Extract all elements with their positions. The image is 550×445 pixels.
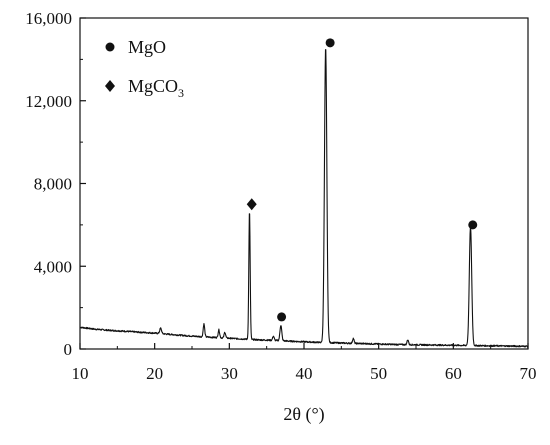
x-tick-label-40: 40: [296, 364, 313, 383]
markers-layer: [246, 38, 478, 322]
legend-entry-mgco3: MgCO3: [105, 76, 184, 100]
x-tick-label-50: 50: [370, 364, 387, 383]
diamond-marker-icon: [105, 80, 115, 92]
y-tick-label-8,000: 8,000: [34, 175, 72, 194]
x-tick-label-10: 10: [72, 364, 89, 383]
plot-frame: [79, 17, 529, 350]
peak-marker-mgo-43.5: [325, 38, 335, 48]
legend-label-mgco3-main: MgCO: [128, 76, 178, 96]
y-tick-label-0: 0: [64, 340, 73, 359]
pattern-layer: [79, 49, 529, 348]
legend-label-mgco3: MgCO3: [128, 76, 184, 100]
ticks-layer: 10 20 30 40 50 60 70 0 4,000 8,000 12,000 16,000: [25, 9, 536, 383]
x-tick-label-60: 60: [445, 364, 462, 383]
peak-marker-mgo-62.6: [468, 220, 478, 230]
x-axis-title: 2θ (°): [283, 404, 324, 425]
peak-marker-mgco3-33: [246, 198, 257, 211]
legend-label-mgco3-subscript: 3: [178, 86, 184, 100]
x-tick-label-70: 70: [520, 364, 537, 383]
x-tick-label-30: 30: [221, 364, 238, 383]
legend-entry-mgo: MgO: [105, 37, 166, 57]
y-tick-label-4,000: 4,000: [34, 257, 72, 276]
circle-marker-icon: [105, 42, 115, 52]
legend-label-mgo: MgO: [128, 37, 166, 57]
y-tick-label-12,000: 12,000: [25, 92, 72, 111]
peak-marker-mgo-37: [277, 312, 287, 322]
legend: MgO MgCO3: [105, 37, 184, 100]
y-tick-label-16,000: 16,000: [25, 9, 72, 28]
xrd-pattern-line: [79, 49, 529, 348]
x-tick-label-20: 20: [146, 364, 163, 383]
